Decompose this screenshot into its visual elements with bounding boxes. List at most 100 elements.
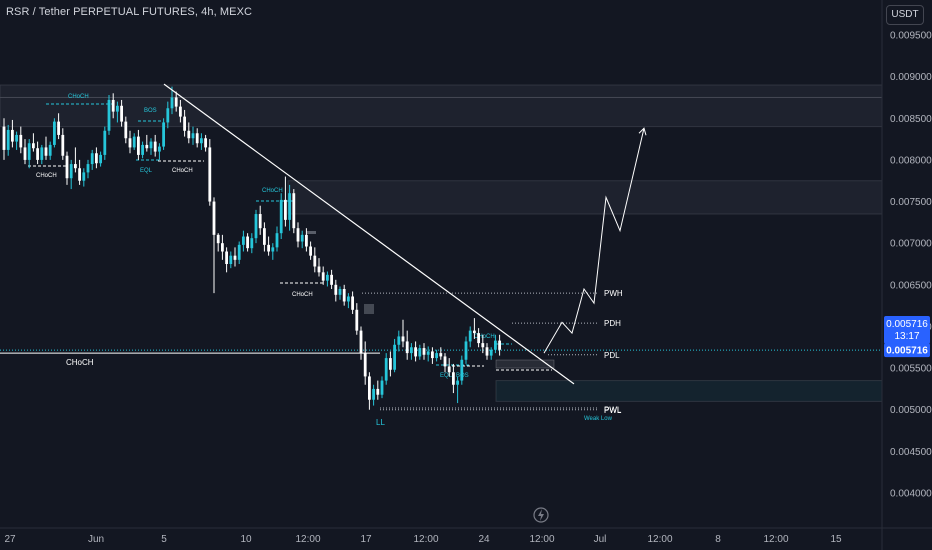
candle	[342, 284, 346, 306]
candle	[174, 91, 178, 112]
candle	[132, 133, 136, 150]
x-tick-label: 27	[4, 534, 16, 545]
candle	[2, 118, 6, 160]
candle	[204, 134, 207, 152]
candle	[61, 128, 65, 160]
candle-body	[23, 147, 27, 160]
candle-body	[284, 199, 287, 220]
x-tick-label: Jun	[88, 534, 104, 545]
candle-body	[384, 358, 388, 381]
candle	[258, 205, 262, 235]
candle	[107, 94, 111, 135]
candle	[166, 101, 170, 129]
candle-body	[330, 274, 333, 285]
candle	[355, 303, 359, 335]
candle-body	[179, 106, 182, 117]
candle-body	[359, 330, 363, 354]
candle	[447, 358, 451, 377]
candle	[40, 144, 44, 165]
candle	[317, 258, 321, 277]
candle-body	[120, 105, 123, 122]
candle	[32, 133, 35, 152]
candle-body	[225, 251, 228, 264]
candle-body	[200, 138, 203, 144]
candle	[6, 124, 10, 156]
zone-box	[287, 180, 883, 215]
x-tick-label: 12:00	[413, 534, 438, 545]
candle	[225, 247, 228, 273]
candle-body	[221, 243, 224, 252]
candle	[267, 236, 270, 256]
choch-label: CHoCH	[66, 358, 94, 367]
candle	[141, 141, 144, 159]
candle-body	[128, 138, 132, 148]
price-tag-countdown: 13:17	[894, 331, 919, 342]
candle	[431, 347, 434, 364]
y-tick-label: 0.009500	[890, 31, 932, 42]
candle-body	[61, 134, 65, 156]
level-label: PDL	[604, 351, 620, 360]
candle-body	[410, 347, 413, 354]
candle	[309, 241, 312, 260]
candle-body	[489, 349, 493, 356]
candle-body	[53, 121, 56, 145]
candle	[334, 279, 338, 302]
candle-body	[15, 134, 18, 142]
candle	[477, 328, 480, 348]
candle-body	[292, 193, 296, 229]
last-price-box	[884, 343, 930, 358]
candle	[464, 336, 468, 364]
candle	[187, 122, 191, 144]
candle-body	[90, 153, 94, 165]
structure-label: CHoCH	[172, 168, 193, 174]
candle-body	[40, 147, 44, 160]
candle	[326, 271, 329, 287]
candle-body	[263, 228, 266, 245]
candle-body	[372, 388, 375, 400]
candle	[90, 149, 94, 170]
candle-body	[229, 255, 233, 264]
candle-body	[376, 388, 380, 395]
candle	[82, 168, 86, 187]
candle-body	[317, 266, 321, 273]
x-tick-label: 5	[161, 534, 167, 545]
candle	[275, 226, 279, 252]
candle	[372, 384, 375, 406]
candle-body	[74, 164, 77, 169]
candle-body	[426, 351, 430, 355]
candle	[410, 343, 413, 360]
currency-button[interactable]: USDT	[886, 5, 924, 25]
candle-body	[95, 153, 98, 164]
candle-body	[69, 164, 73, 179]
candle	[116, 101, 119, 123]
candle	[69, 159, 73, 190]
candle	[473, 318, 476, 339]
y-tick-label: 0.004500	[890, 447, 932, 458]
candle	[456, 376, 459, 404]
x-tick-label: 8	[715, 534, 721, 545]
candle	[95, 147, 98, 169]
candle	[44, 136, 48, 160]
candle	[321, 266, 325, 285]
x-tick-label: 12:00	[295, 534, 320, 545]
candle	[401, 319, 405, 348]
candle-body	[397, 336, 401, 345]
candle-body	[103, 130, 107, 155]
candle	[414, 341, 417, 362]
marker-box	[364, 304, 374, 314]
candle	[305, 228, 308, 252]
candle	[111, 93, 115, 119]
candle	[300, 230, 304, 249]
price-tag-value: 0.005716	[886, 319, 928, 330]
candle-body	[288, 193, 291, 220]
candle-body	[162, 122, 165, 147]
y-tick-label: 0.009000	[890, 72, 932, 83]
candle-body	[473, 330, 476, 334]
candle	[36, 141, 39, 165]
candle-body	[351, 296, 354, 310]
candle-body	[414, 347, 417, 357]
candle	[170, 86, 174, 115]
candle-body	[204, 138, 207, 148]
candle-body	[19, 134, 23, 148]
